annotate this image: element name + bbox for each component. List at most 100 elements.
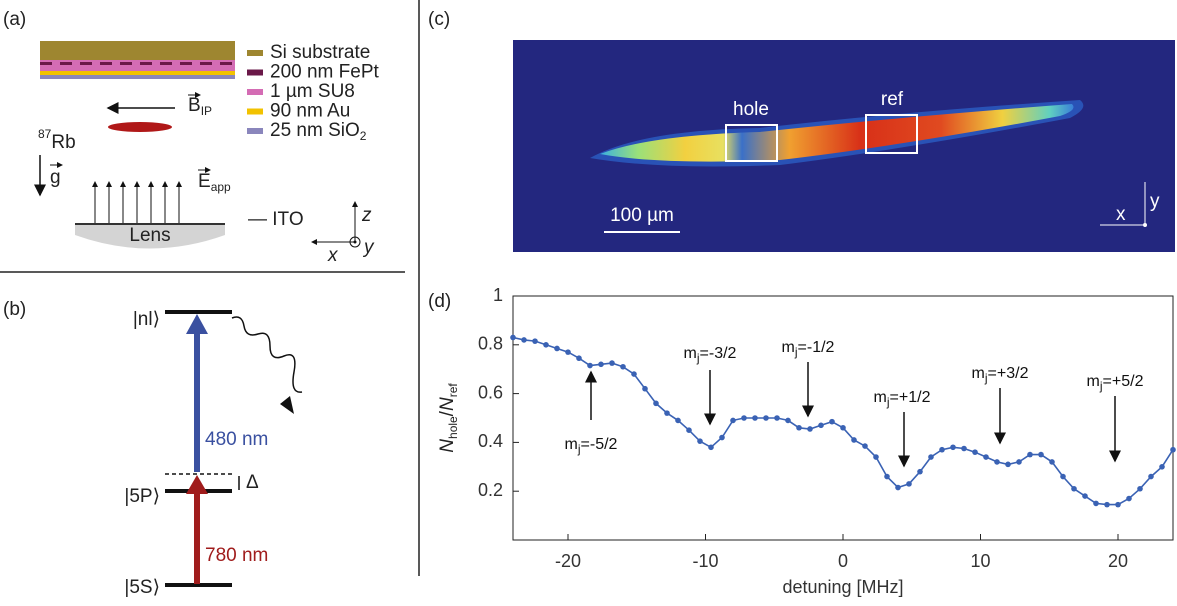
- annotation-sub: j: [696, 351, 700, 365]
- annotation-base: m: [684, 345, 697, 362]
- data-point: [741, 415, 747, 421]
- data-point: [653, 400, 659, 407]
- y-tick-label: 0.2: [478, 480, 503, 500]
- axis-label: z: [361, 205, 372, 226]
- data-point: [796, 424, 802, 431]
- annotation-rest: =-1/2: [798, 339, 835, 356]
- annotation-base: m: [874, 389, 887, 406]
- x-tick-label: 0: [838, 551, 848, 571]
- data-point: [950, 444, 956, 451]
- data-point: [807, 426, 813, 432]
- data-point: [730, 417, 736, 424]
- atom-cloud: [108, 122, 172, 132]
- data-point: [884, 473, 890, 480]
- hole-box: [725, 124, 778, 162]
- annotation-sub: j: [1099, 379, 1103, 393]
- efield-label: Eapp: [198, 171, 231, 194]
- annotation: mj=-5/2: [565, 436, 618, 456]
- panel-d: (d) detuning [MHz] Nhole/Nref 0.2 0.4 0.6 0…: [428, 285, 1176, 597]
- data-point: [1038, 451, 1044, 458]
- panel-label: (b): [3, 299, 26, 320]
- panel-label: (c): [428, 9, 450, 30]
- data-point: [609, 360, 615, 366]
- lens: [75, 225, 225, 249]
- data-point: [576, 355, 582, 362]
- annotation: mj=+3/2: [972, 365, 1029, 385]
- x-tick-label: -20: [555, 551, 581, 571]
- legend-label: 25 nm SiO2: [270, 120, 367, 143]
- layer: [40, 71, 235, 75]
- data-point: [961, 445, 967, 452]
- axis-out: [353, 240, 357, 244]
- blue-label: 480 nm: [205, 429, 268, 450]
- x-axis-label: detuning [MHz]: [782, 577, 903, 597]
- y-tick-label: 1: [493, 285, 503, 305]
- axis-origin: [1143, 223, 1147, 227]
- legend-label: 200 nm FePt: [270, 62, 379, 83]
- legend-swatch: [247, 69, 263, 76]
- data-point: [1005, 461, 1011, 468]
- data-point: [1060, 473, 1066, 480]
- annotation-base: m: [972, 365, 985, 382]
- detuning-label: Δ: [246, 472, 259, 493]
- panel-b: (b) 480 nm 780 nm |nl⟩ |5P⟩ |5S⟩ Δ: [3, 299, 303, 598]
- data-point: [620, 363, 626, 370]
- legend-text: Si substrate: [270, 42, 370, 63]
- layer: [40, 60, 235, 71]
- x-tick-label: -10: [692, 551, 718, 571]
- data-point: [510, 334, 516, 341]
- data-point: [829, 418, 835, 425]
- legend-swatch: [247, 128, 263, 134]
- data-point: [554, 345, 560, 352]
- legend-swatch: [247, 89, 263, 95]
- red-label: 780 nm: [205, 545, 268, 566]
- data-point: [532, 338, 538, 344]
- lens-label: Lens: [129, 225, 170, 246]
- axis-label: y: [1150, 191, 1160, 212]
- data-point: [1170, 446, 1176, 453]
- panel-c: (c) hole ref 100 µm x y: [428, 9, 1175, 252]
- panel-label: (a): [3, 9, 26, 30]
- data-point: [1137, 485, 1143, 492]
- legend-text: 1 µm SU8: [270, 81, 355, 102]
- data-point: [1104, 501, 1110, 508]
- level-label: |5P⟩: [124, 486, 160, 507]
- data-point: [1093, 500, 1099, 507]
- data-point: [763, 415, 769, 421]
- legend-swatch: [247, 108, 263, 115]
- legend-sub: 2: [360, 129, 367, 143]
- axis-label: x: [1116, 204, 1126, 225]
- y-tick-label: 0.4: [478, 431, 503, 451]
- legend-label: 1 µm SU8: [270, 81, 355, 102]
- annotation: mj=-1/2: [782, 339, 835, 359]
- legend-swatch: [247, 50, 263, 56]
- annotation: mj=+1/2: [874, 389, 931, 409]
- plot-frame: [512, 295, 1174, 541]
- y-tick-label: 0.8: [478, 334, 503, 354]
- annotation: mj=-3/2: [684, 345, 737, 365]
- data-point: [565, 349, 571, 355]
- legend-text: 25 nm SiO: [270, 120, 360, 141]
- data-point: [675, 417, 681, 424]
- field-label: BIP: [188, 95, 212, 118]
- gravity-label: g: [50, 167, 61, 188]
- data-point: [1016, 459, 1022, 465]
- scale-label: 100 µm: [610, 205, 674, 226]
- data-point: [785, 417, 791, 424]
- atom-cloud: [600, 104, 1074, 162]
- atom-label: 87Rb: [38, 127, 76, 153]
- legend-text: 200 nm FePt: [270, 62, 379, 83]
- x-tick-label: 10: [970, 551, 990, 571]
- arrow-head: [186, 475, 208, 494]
- y-axis-label: Nhole/Nref: [437, 383, 460, 453]
- data-point: [983, 454, 989, 460]
- data-point: [862, 443, 868, 449]
- y-tick-label: 0.6: [478, 382, 503, 402]
- data-point: [587, 362, 593, 369]
- annotation-base: m: [1087, 373, 1100, 390]
- annotation-rest: =+5/2: [1103, 373, 1144, 390]
- legend-label: 90 nm Au: [270, 101, 350, 122]
- data-point: [686, 427, 692, 434]
- annotation-rest: =-5/2: [581, 436, 618, 453]
